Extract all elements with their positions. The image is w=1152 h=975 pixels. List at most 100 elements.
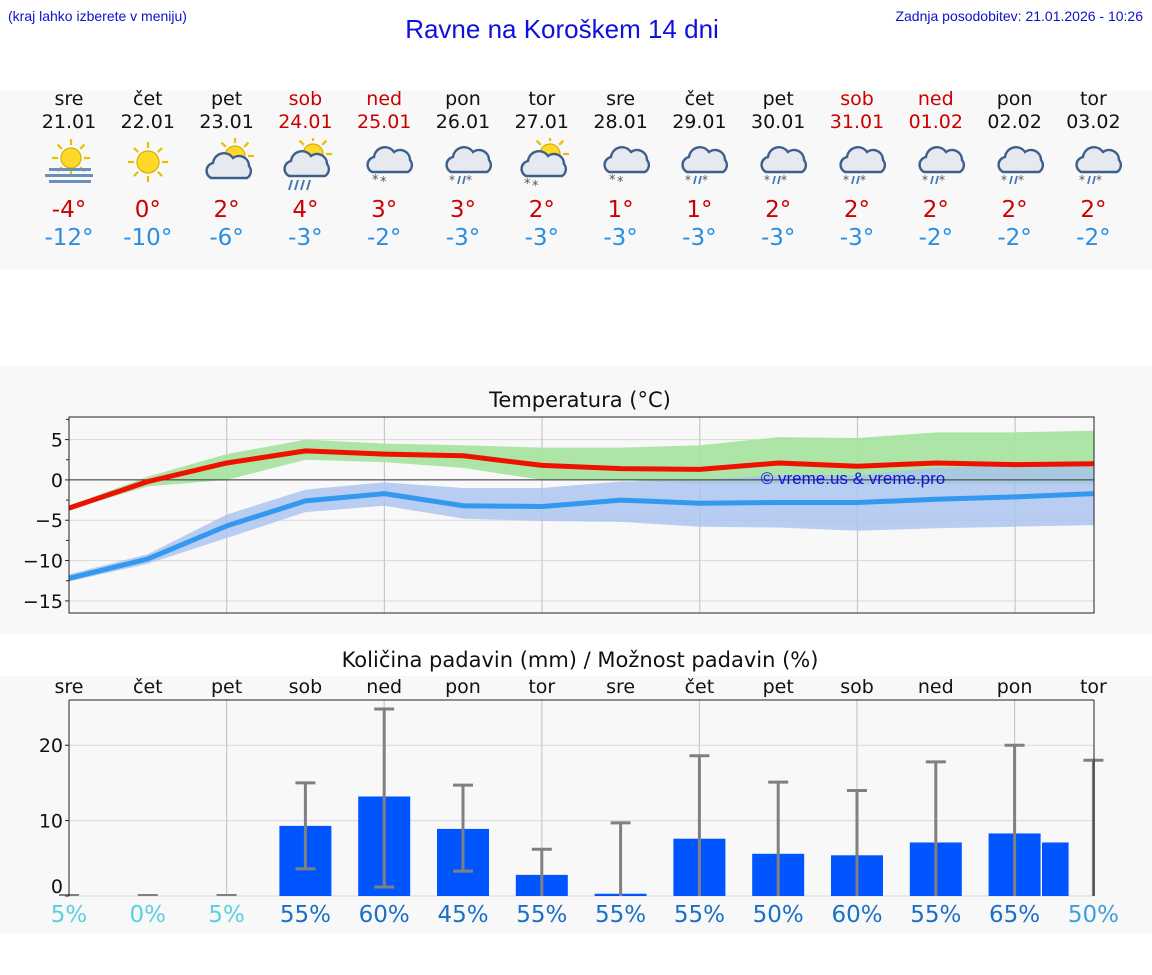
svg-text:*: * — [1079, 173, 1085, 187]
y-tick-label: −15 — [23, 591, 63, 613]
day-date: 30.01 — [750, 111, 806, 133]
x-category-label: sre — [55, 676, 84, 698]
day-column: pet 30.01 * * 2° -3° — [738, 88, 818, 252]
cloud-sleet-icon: * * — [918, 146, 965, 187]
svg-text:*: * — [939, 173, 945, 187]
x-category-label: ned — [366, 676, 402, 698]
y-tick-label: 5 — [51, 430, 63, 452]
day-date: 22.01 — [120, 111, 175, 133]
x-category-label: pon — [997, 676, 1033, 698]
day-name: ned — [917, 88, 954, 110]
temperature-chart: 5 0 −5 −10 −15 © vreme.us & vreme.pro — [23, 416, 1095, 614]
x-category-label: čet — [133, 676, 163, 698]
day-date: 25.01 — [356, 111, 412, 133]
precipitation-chance: 60% — [358, 902, 410, 928]
day-name: sre — [606, 88, 636, 110]
min-temperature: -2° — [366, 225, 402, 251]
svg-text:*: * — [1001, 173, 1007, 187]
precipitation-bar — [1042, 842, 1069, 896]
cloud-snow-icon: * * — [602, 146, 650, 190]
x-category-label: pon — [445, 676, 481, 698]
y-tick-label: 10 — [39, 811, 63, 833]
svg-text:*: * — [524, 177, 531, 192]
max-temperature-line — [68, 448, 1095, 511]
svg-text:*: * — [372, 173, 379, 188]
day-date: 31.01 — [829, 111, 885, 133]
precipitation-chance: 55% — [910, 902, 962, 928]
precipitation-chart-title: Količina padavin (mm) / Možnost padavin … — [341, 648, 819, 672]
day-name: pet — [762, 88, 794, 110]
day-column: ned 01.02 * * 2° -2° — [896, 88, 976, 252]
precipitation-chance: 5% — [208, 902, 245, 928]
min-temperature: -2° — [997, 225, 1032, 251]
day-name: tor — [1079, 88, 1107, 110]
max-temperature: -4° — [51, 197, 87, 223]
cloud-snow-icon: * * — [366, 146, 414, 190]
x-category-label: sob — [289, 676, 323, 698]
precipitation-chance: 50% — [752, 902, 804, 928]
day-name: pon — [996, 88, 1033, 110]
plot-frame — [68, 416, 1095, 614]
day-name: ned — [366, 88, 403, 110]
max-temperature: 1° — [686, 197, 713, 223]
precipitation-chance: 45% — [437, 902, 489, 928]
day-date: 21.01 — [41, 111, 97, 133]
min-range-band — [69, 462, 1094, 582]
x-category-label: čet — [685, 676, 715, 698]
max-temperature: 2° — [843, 197, 871, 223]
sun-part — [127, 142, 168, 182]
day-name: pon — [445, 88, 481, 110]
day-name: čet — [133, 88, 163, 110]
day-name: čet — [684, 88, 715, 110]
max-temperature: 2° — [213, 197, 240, 223]
svg-text:*: * — [380, 175, 387, 190]
max-temperature: 2° — [922, 197, 949, 223]
cloud-sleet-icon: * * — [445, 146, 493, 187]
day-date: 29.01 — [672, 111, 727, 133]
day-column: ned 25.01 * * 3° -2° — [344, 88, 424, 252]
day-date: 23.01 — [199, 111, 254, 133]
y-tick-label: −10 — [23, 551, 63, 573]
min-temperature: -3° — [760, 225, 796, 251]
svg-text:*: * — [449, 173, 455, 187]
day-name: pet — [210, 88, 243, 110]
min-temperature: -3° — [839, 225, 875, 251]
max-temperature: 2° — [765, 197, 792, 223]
day-name: sob — [840, 88, 874, 110]
precipitation-chance: 55% — [595, 902, 647, 928]
precipitation-chance: 55% — [673, 902, 725, 928]
sun-part — [52, 139, 90, 177]
sun-cloud-snow-icon: * * — [520, 138, 569, 194]
cloud-sleet-icon: * * — [839, 146, 887, 187]
max-temperature: 1° — [607, 197, 634, 223]
precipitation-chance: 60% — [831, 902, 883, 928]
x-category-label: ned — [918, 676, 954, 698]
day-column: pon 02.02 * * 2° -2° — [975, 88, 1055, 252]
x-category-label: tor — [528, 676, 555, 698]
svg-text:*: * — [860, 173, 866, 187]
svg-text:*: * — [702, 173, 708, 187]
max-temperature: 2° — [1001, 197, 1028, 223]
day-column: tor 03.02 * * 2° -2° — [1053, 88, 1133, 252]
day-column: sob 31.01 * * 2° -3° — [817, 88, 897, 252]
min-temperature: -3° — [445, 225, 481, 251]
min-temperature-line — [68, 491, 1095, 581]
daily-forecast: sre 21.01 -4° -12° čet 22.01 0° -10° pet 23.01 2° -… — [0, 88, 1152, 270]
x-category-label: pet — [763, 676, 794, 698]
x-category-label: pet — [211, 676, 242, 698]
day-name: sob — [288, 88, 323, 110]
min-temperature: -2° — [1076, 225, 1111, 251]
sun-cloud-rain-icon — [283, 138, 333, 191]
cloud-sleet-icon: * * — [996, 146, 1044, 187]
min-temperature: -3° — [288, 225, 323, 251]
max-temperature: 2° — [528, 197, 555, 223]
last-updated: Zadnja posodobitev: 21.01.2026 - 10:26 — [895, 8, 1143, 24]
day-date: 02.02 — [987, 111, 1042, 133]
svg-text:*: * — [764, 173, 770, 187]
page-title: Ravne na Koroškem 14 dni — [405, 14, 719, 44]
max-temperature: 3° — [371, 197, 398, 223]
x-category-label: sre — [606, 676, 635, 698]
max-temperature: 2° — [1080, 197, 1107, 223]
max-temperature: 3° — [449, 197, 477, 223]
day-date: 27.01 — [514, 111, 569, 133]
